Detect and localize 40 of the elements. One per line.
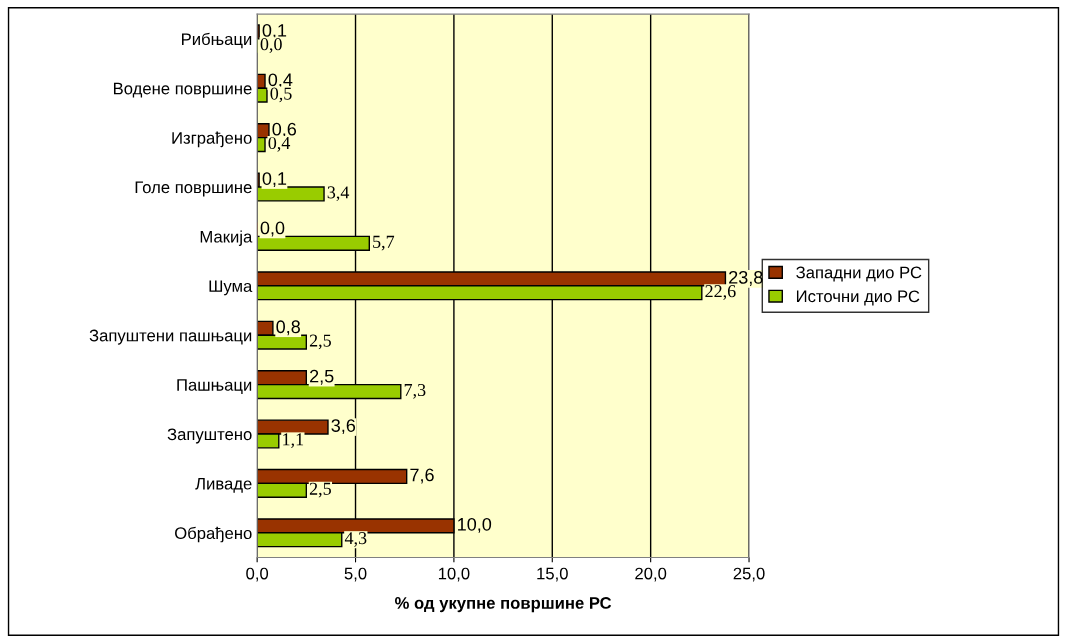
data-label: 22,6 — [705, 285, 736, 300]
data-label: 0,4 — [268, 136, 291, 152]
y-tick-label: Обрађено — [175, 526, 252, 543]
x-axis-title: % од укупне површине РС — [394, 597, 612, 613]
data-label: 10,0 — [458, 517, 492, 533]
data-label: 3,6 — [331, 419, 356, 435]
y-tick-label: Пашњаци — [177, 379, 252, 394]
data-label: 5,7 — [373, 235, 395, 251]
y-tick-label: Изграђено — [172, 131, 252, 148]
data-label: 2,5 — [309, 482, 331, 498]
data-label: 7,6 — [410, 468, 434, 484]
y-tick-label: Рибњаци — [182, 32, 252, 49]
data-label: 2,5 — [309, 334, 331, 350]
data-label: 4,3 — [344, 532, 367, 547]
y-tick-label: Макија — [200, 230, 253, 246]
data-label: 1,1 — [283, 433, 304, 449]
legend-label: Западни дио РС — [796, 266, 922, 282]
x-tick-label: 20,0 — [635, 567, 667, 582]
data-label: 7,3 — [404, 383, 426, 399]
y-tick-label: Водене површине — [113, 82, 252, 98]
data-label: 0,6 — [272, 122, 297, 138]
y-tick-label: Шума — [209, 280, 253, 296]
y-tick-label: Запуштено — [167, 428, 252, 444]
x-tick-label: 25,0 — [733, 567, 765, 582]
x-tick-label: 0,0 — [246, 567, 269, 582]
legend-label: Источни дио РС — [796, 290, 920, 306]
data-label: 0,0 — [260, 221, 285, 237]
y-tick-label: Запуштени пашњаци — [89, 329, 252, 345]
data-label: 0,8 — [276, 320, 300, 336]
y-tick-label: Голе површине — [135, 181, 252, 197]
data-label: 3,4 — [327, 186, 350, 202]
data-label: 2,5 — [310, 369, 334, 385]
data-label: 0,1 — [262, 172, 287, 188]
data-label: 0,5 — [270, 87, 292, 103]
x-tick-label: 15,0 — [537, 567, 568, 582]
data-label: 0,1 — [262, 23, 287, 39]
x-tick-label: 10,0 — [438, 567, 470, 582]
data-label: 0,0 — [260, 38, 282, 53]
x-tick-label: 5,0 — [344, 567, 367, 582]
y-tick-label: Ливаде — [195, 477, 252, 493]
